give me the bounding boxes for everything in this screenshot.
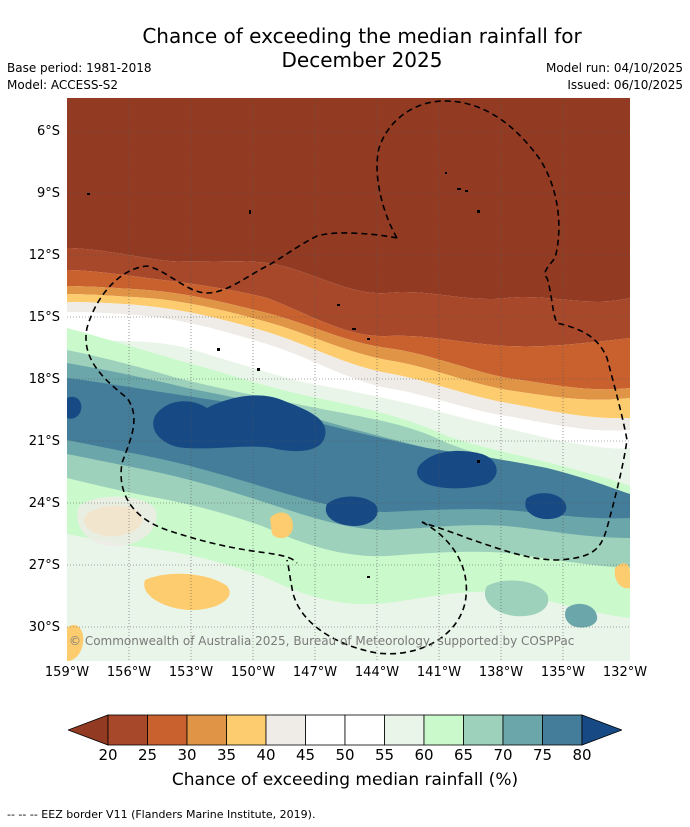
lat-label: 18°S [28,372,60,387]
lon-label: 153°W [168,665,214,680]
lat-label: 30°S [28,620,60,635]
lon-label: 132°W [602,665,648,680]
lat-label: 15°S [28,310,60,325]
colorbar-title: Chance of exceeding median rainfall (%) [171,770,519,790]
band-neutral-40 [67,302,630,431]
lat-label: 27°S [28,558,60,573]
core-wet-1 [153,395,326,452]
island-3 [477,210,480,213]
model-name: Model: ACCESS-S2 [7,78,119,92]
lat-label: 21°S [28,434,60,449]
colorbar-segment [186,714,227,746]
lon-label: 147°W [292,665,338,680]
island-11 [257,368,260,371]
map-title: Chance of exceeding the median rainfall … [60,24,664,72]
colorbar-tick-label: 50 [335,746,355,764]
eez-french-polynesia [376,100,628,561]
lon-label: 135°W [540,665,586,680]
island-9 [367,338,370,340]
colorbar-segment [226,714,267,746]
eez-legend: -- -- -- EEZ border V11 (Flanders Marine… [7,808,316,821]
island-5 [249,210,251,214]
colorbar-tick-label: 45 [295,746,316,764]
colorbar-tick-label: 30 [177,746,197,764]
lat-label: 24°S [28,496,60,511]
lon-label: 144°W [354,665,400,680]
colorbar-segment [463,714,504,746]
rainfall-map: © Commonwealth of Australia 2025, Bureau… [67,98,630,661]
island-12 [477,460,480,463]
colorbar-tick-label: 70 [493,746,513,764]
band-dry-20 [67,248,630,347]
dry-patch-5 [67,624,84,661]
eez-border [85,100,628,655]
island-6 [87,193,90,195]
colorbar-segment [423,714,464,746]
island-4 [445,172,447,174]
colorbar-tick-label: 60 [414,746,434,764]
colorbar-segment [542,714,583,746]
colorbar-segment [265,714,306,746]
issued-date: Issued: 06/10/2025 [567,78,683,92]
colorbar-tick-label: 80 [572,746,592,764]
islands [87,172,480,578]
colorbar-segment [384,714,425,746]
model-run: Model run: 04/10/2025 [545,61,683,75]
island-2 [465,190,468,192]
colorbar-segment [502,714,543,746]
island-7 [337,304,340,306]
meta-right: Model run: 04/10/2025 Issued: 06/10/2025 [546,60,683,94]
meta-left: Base period: 1981-2018 Model: ACCESS-S2 [7,60,152,94]
eez-pitcairn [286,521,468,655]
base-period: Base period: 1981-2018 [7,61,152,75]
colorbar-over-arrow [581,714,622,746]
wet-patch-south [484,580,549,617]
band-dry-35 [67,294,630,419]
title-line-1: Chance of exceeding the median rainfall … [142,24,582,48]
lat-label: 12°S [28,248,60,263]
colorbar-segment [107,714,148,746]
colorbar-tick-label: 20 [98,746,118,764]
lon-label: 141°W [416,665,462,680]
colorbar-segment [147,714,188,746]
colorbar-tick-label: 40 [256,746,276,764]
colorbar-tick-label: 75 [532,746,553,764]
lon-label: 138°W [478,665,524,680]
copyright-note: © Commonwealth of Australia 2025, Bureau… [69,634,575,648]
colorbar-segment [305,714,346,746]
map-svg [67,98,630,661]
gridlines [67,98,630,661]
dry-patch-4 [614,563,630,589]
island-8 [352,328,356,330]
island-10 [217,348,220,351]
neutral-patch-1 [77,496,157,547]
lon-label: 159°W [44,665,90,680]
band-dry-25 [67,270,630,390]
core-wet-4 [525,493,567,520]
lat-label: 6°S [36,124,60,139]
colorbar-tick-label: 25 [137,746,158,764]
dry-patch-2 [144,573,230,610]
dry-patch-3 [270,512,293,539]
eez-cook-islands [85,232,398,564]
colorbar-tick-label: 35 [216,746,237,764]
lon-label: 150°W [230,665,276,680]
band-dry-extreme [67,98,630,302]
core-wet-3 [325,496,378,526]
lat-label: 9°S [36,186,60,201]
colorbar-under-arrow [68,714,109,746]
band-dry-30 [67,286,630,400]
title-line-2: December 2025 [281,48,443,72]
wet-patch-south-2 [565,603,598,628]
lon-label: 156°W [106,665,152,680]
core-wet-5 [67,396,82,419]
island-1 [457,188,461,190]
colorbar-tick-label: 55 [374,746,395,764]
island-13 [367,576,370,578]
core-wet-2 [417,450,497,489]
colorbar [68,714,622,746]
colorbar-segment [344,714,385,746]
colorbar-tick-label: 65 [453,746,474,764]
